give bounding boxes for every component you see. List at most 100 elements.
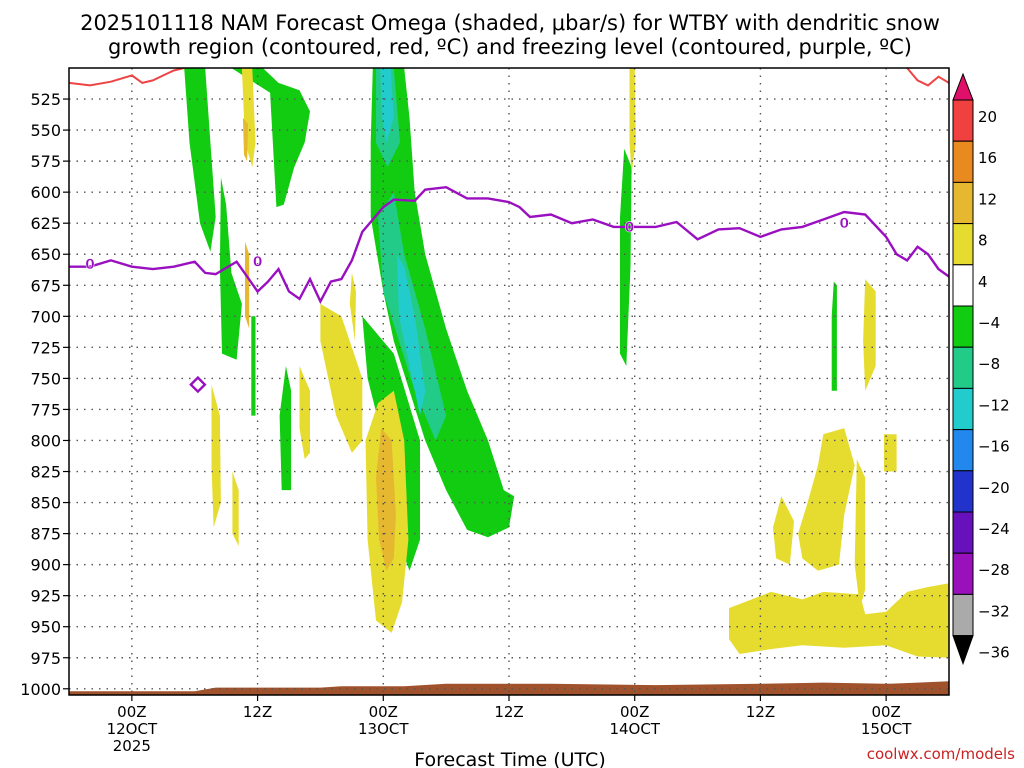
omega-region <box>370 68 515 538</box>
colorbar-segment <box>952 552 974 595</box>
omega-region <box>299 366 310 460</box>
omega-region <box>219 177 242 360</box>
plot-background <box>69 68 949 695</box>
y-tick-label: 525 <box>30 90 61 109</box>
omega-region <box>773 496 794 565</box>
surface-terrain <box>69 681 949 695</box>
plot-content: 0 0 0 0 <box>69 68 949 695</box>
colorbar-segment <box>952 470 974 513</box>
colorbar-label: −32 <box>978 602 1010 620</box>
colorbar-segment <box>952 140 974 183</box>
colorbar-label: −36 <box>978 644 1010 662</box>
freezing-level-label: 0 <box>85 257 95 273</box>
y-tick-label: 750 <box>30 369 61 388</box>
x-tick-label: 00Z <box>871 703 900 721</box>
omega-region <box>863 279 876 391</box>
y-tick-label: 650 <box>30 245 61 264</box>
colorbar-top-arrow <box>952 72 974 101</box>
colorbar-segment <box>952 511 974 554</box>
omega-region <box>393 68 403 143</box>
omega-region <box>629 68 636 174</box>
y-tick-label: 1000 <box>20 680 61 699</box>
y-tick-label: 725 <box>30 338 61 357</box>
colorbar-label: −28 <box>978 561 1010 579</box>
dgz-contour-right <box>906 68 949 87</box>
omega-region <box>232 471 239 546</box>
x-tick-label: 14OCT <box>609 720 660 738</box>
y-tick-label: 875 <box>30 525 61 544</box>
y-tick-label: 800 <box>30 431 61 450</box>
colorbar-label: 16 <box>978 149 997 167</box>
colorbar-label: −20 <box>978 479 1010 497</box>
y-tick-label: 600 <box>30 183 61 202</box>
omega-region <box>729 583 949 658</box>
y-tick-label: 825 <box>30 463 61 482</box>
x-tick-label: 00Z <box>620 703 649 721</box>
omega-region <box>279 366 292 491</box>
colorbar-segment <box>952 99 974 142</box>
omega-region <box>854 459 866 609</box>
freezing-level-label: 0 <box>253 255 263 271</box>
colorbar-bottom-arrow <box>952 635 974 666</box>
omega-region <box>376 428 396 571</box>
y-tick-label: 900 <box>30 556 61 575</box>
dgz-contour <box>69 68 185 87</box>
y-tick-label: 675 <box>30 276 61 295</box>
colorbar-segment <box>952 387 974 431</box>
chart-title-line: 2025101118 NAM Forecast Omega (shaded, μ… <box>80 11 940 35</box>
colorbar-label: −12 <box>978 396 1010 414</box>
omega-region <box>211 384 221 528</box>
x-tick-label: 13OCT <box>358 720 409 738</box>
y-tick-label: 775 <box>30 400 61 419</box>
y-tick-label: 975 <box>30 649 61 668</box>
x-tick-label: 00Z <box>117 703 146 721</box>
x-tick-label: 00Z <box>369 703 398 721</box>
freezing-level-line <box>69 185 949 305</box>
omega-region <box>251 316 256 416</box>
y-axis: 525 550 575 600 625 650 675 700 725 750 775 800 825 8… <box>20 90 69 699</box>
omega-region <box>396 254 426 416</box>
colorbar-segment <box>952 429 974 472</box>
y-tick-label: 625 <box>30 214 61 233</box>
omega-region <box>620 148 632 366</box>
colorbar-label: −16 <box>978 438 1010 456</box>
omega-region <box>349 272 356 342</box>
colorbar-segment <box>952 223 974 266</box>
x-tick-label: 15OCT <box>861 720 912 738</box>
colorbar-label: −8 <box>978 355 1000 373</box>
y-tick-label: 575 <box>30 152 61 171</box>
omega-region <box>320 303 363 453</box>
y-tick-label: 700 <box>30 307 61 326</box>
colorbar-label: 12 <box>978 190 997 208</box>
freezing-level-label: 0 <box>625 220 635 236</box>
x-tick-label: 12OCT <box>107 720 158 738</box>
omega-region <box>798 428 855 571</box>
omega-region <box>884 434 897 472</box>
freezing-level-label: 0 <box>839 216 849 232</box>
colorbar: 20 16 12 8 4 −4 −8 −12 −16 −20 −24 −28 −32 −36 <box>952 72 1010 666</box>
y-tick-label: 850 <box>30 494 61 513</box>
y-tick-label: 550 <box>30 121 61 140</box>
x-tick-label: 12Z <box>746 703 775 721</box>
omega-region <box>242 117 249 162</box>
omega-region <box>831 281 837 391</box>
x-tick-label: 2025 <box>113 737 151 755</box>
plot-area: 0 0 0 0 <box>68 67 950 696</box>
colorbar-segment <box>952 346 974 389</box>
omega-region <box>231 68 310 208</box>
y-tick-label: 925 <box>30 587 61 606</box>
x-axis-label: Forecast Time (UTC) <box>414 749 605 768</box>
colorbar-segment <box>952 181 974 225</box>
freezing-level-closed-contour <box>189 375 207 394</box>
colorbar-label: −4 <box>978 314 1000 332</box>
omega-region <box>380 68 394 143</box>
omega-region <box>245 241 250 329</box>
colorbar-segment <box>952 264 974 307</box>
omega-region <box>184 68 216 252</box>
chart-title: 2025101118 NAM Forecast Omega (shaded, μ… <box>80 11 940 59</box>
colorbar-label: 4 <box>978 273 988 291</box>
y-tick-label: 950 <box>30 618 61 637</box>
colorbar-label: 20 <box>978 108 997 126</box>
